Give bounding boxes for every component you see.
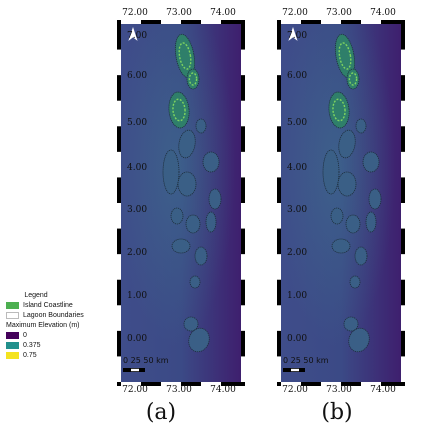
y-tick-label: 1.00 [287,291,308,301]
legend-title: Legend [24,292,48,299]
x-tick-label-top: 73.00 [166,8,192,18]
y-tick-label: 4.00 [287,163,308,173]
legend-swatch [6,301,19,309]
legend-swatch [6,311,19,319]
y-tick-label: 7.00 [287,31,308,41]
x-tick-label-top: 74.00 [370,8,396,18]
map-panel-a: 72.00 72.00 73.00 73.00 74.00 74.00 7.00 6.00 5.… [109,8,253,396]
legend-item: Lagoon Boundaries [6,310,106,320]
y-tick-label: 2.00 [127,248,148,258]
atoll [337,171,357,197]
y-tick-label: 5.00 [287,118,308,128]
y-tick-label: 3.00 [127,205,148,215]
y-tick-label: 1.00 [127,291,148,301]
x-tick-label-top: 74.00 [210,8,236,18]
scale-bar [123,368,145,372]
y-tick-label: 6.00 [287,71,308,81]
legend-label: Lagoon Boundaries [23,311,84,319]
y-tick-label: 7.00 [127,31,148,41]
atoll [188,327,210,353]
atoll [178,129,196,159]
y-tick-label: 4.00 [127,163,148,173]
caption-a: (a) [145,400,177,425]
atoll [177,171,197,197]
legend-item: Island Coastline [6,300,106,310]
north-arrow-icon [288,27,298,41]
atoll [194,246,208,266]
atoll [162,149,180,195]
legend-swatch [6,351,19,359]
x-tick-label-top: 72.00 [122,8,148,18]
atoll [189,275,201,289]
legend-label: 0.375 [23,341,41,349]
map-panel-b: 72.00 72.00 73.00 73.00 74.00 74.00 7.00 6.00 5.… [269,8,413,396]
legend-label: Island Coastline [23,301,73,309]
atoll [365,211,377,233]
atoll [328,91,350,129]
x-tick-label-top: 73.00 [326,8,352,18]
atoll [362,151,380,173]
x-tick-label-bottom: 74.00 [370,385,396,395]
map-canvas [117,20,245,386]
y-tick-label: 6.00 [127,71,148,81]
atoll [322,149,340,195]
elevation-title: Maximum Elevation (m) [6,322,80,329]
legend-item: 0.375 [6,340,106,350]
x-tick-label-top: 72.00 [282,8,308,18]
x-tick-label-bottom: 72.00 [122,385,148,395]
y-tick-label: 0.00 [127,334,148,344]
legend-swatch [6,331,19,339]
atoll [334,33,356,79]
x-tick-label-bottom: 72.00 [282,385,308,395]
legend-label: 0.75 [23,351,37,359]
atoll [195,118,207,134]
caption-b: (b) [321,400,353,425]
atoll [355,118,367,134]
atoll [205,211,217,233]
atoll [330,207,344,225]
atoll [368,188,382,210]
atoll [345,214,361,234]
atoll [208,188,222,210]
atoll [348,327,370,353]
x-tick-label-bottom: 74.00 [210,385,236,395]
atoll [186,68,200,90]
atoll [171,238,191,254]
atoll [338,129,356,159]
atoll [168,91,190,129]
scale-bar-label: 0 25 50 km [123,356,169,365]
atoll [185,214,201,234]
y-tick-label: 3.00 [287,205,308,215]
atoll [354,246,368,266]
atoll [346,68,360,90]
atoll [349,275,361,289]
y-tick-label: 5.00 [127,118,148,128]
x-tick-label-bottom: 73.00 [326,385,352,395]
legend-item: 0.75 [6,350,106,360]
atoll [170,207,184,225]
legend: Legend Island Coastline Lagoon Boundarie… [6,292,106,360]
atoll [343,316,359,332]
y-tick-label: 0.00 [287,334,308,344]
scale-bar-label: 0 25 50 km [283,356,329,365]
legend-label: 0 [23,331,27,339]
north-arrow-icon [128,27,138,41]
atoll [183,316,199,332]
atoll [174,33,196,79]
legend-item: 0 [6,330,106,340]
x-tick-label-bottom: 73.00 [166,385,192,395]
y-tick-label: 2.00 [287,248,308,258]
atoll [331,238,351,254]
map-canvas [277,20,405,386]
legend-swatch [6,341,19,349]
scale-bar [283,368,305,372]
atoll [202,151,220,173]
